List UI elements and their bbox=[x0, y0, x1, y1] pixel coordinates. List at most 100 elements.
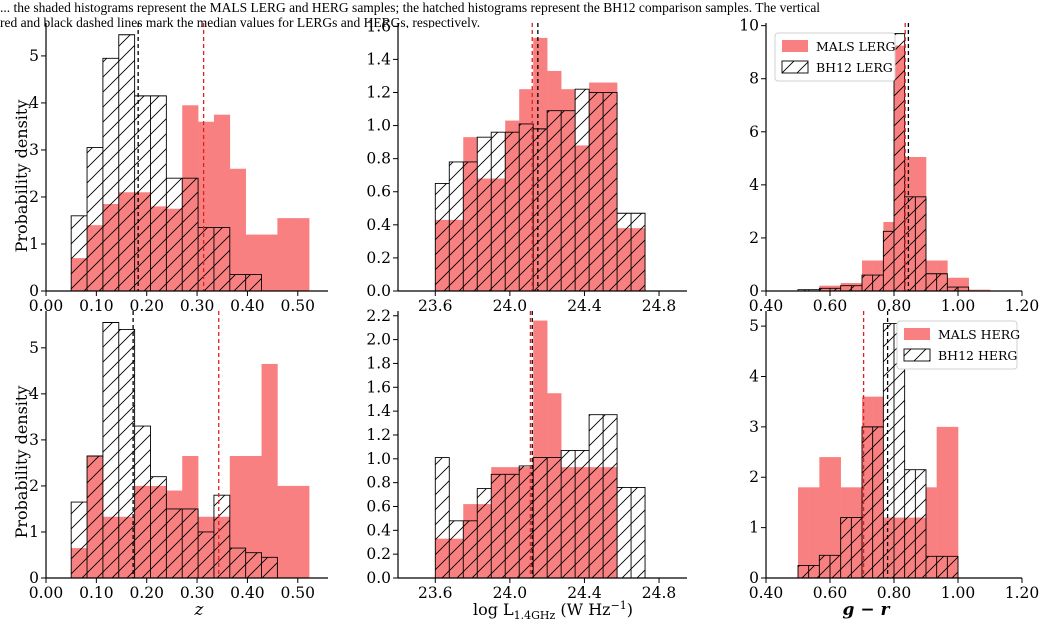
legend-label: MALS HERG bbox=[938, 327, 1020, 342]
bar-mals-lerg bbox=[968, 289, 980, 291]
plot-area-lum-herg bbox=[434, 311, 646, 578]
y-tick-label: 0.6 bbox=[366, 497, 391, 515]
y-tick-label: 2 bbox=[29, 477, 39, 495]
x-axis-label-z-text: z bbox=[194, 600, 205, 620]
x-axis-label-luminosity: log L1.4GHz (W Hz−1) bbox=[473, 599, 633, 622]
x-tick-label: 0.60 bbox=[813, 584, 848, 602]
x-tick-label: 0.80 bbox=[877, 297, 912, 315]
y-tick-label: 0 bbox=[749, 569, 759, 587]
bar-mals-herg bbox=[926, 487, 937, 578]
x-tick-label: 24.4 bbox=[567, 297, 602, 315]
x-label-log: log L bbox=[473, 600, 514, 619]
plot-area-z-herg bbox=[70, 311, 310, 578]
x-label-sup: −1 bbox=[611, 599, 627, 612]
x-tick-label: 0.40 bbox=[230, 584, 265, 602]
y-tick-label: 6 bbox=[749, 123, 759, 141]
bar-mals-lerg bbox=[277, 218, 294, 291]
x-tick-label: 1.20 bbox=[1005, 584, 1040, 602]
panel-lum-lerg: 23.6 24.0 24.4 24.8 0.0 0.2 0.4 0.6 0.8 1.0 1.2 1.4… bbox=[366, 17, 687, 315]
y-tick-label: 0.6 bbox=[366, 183, 391, 201]
x-tick-label: 24.8 bbox=[642, 297, 677, 315]
y-tick-label: 4 bbox=[749, 176, 759, 194]
bar-mals-herg bbox=[819, 457, 831, 578]
y-tick-label: 5 bbox=[29, 339, 39, 357]
y-tick-label: 1.8 bbox=[366, 354, 391, 372]
bar-mals-lerg bbox=[229, 168, 246, 291]
y-tick-label: 2.2 bbox=[366, 307, 391, 325]
x-tick-label: 23.6 bbox=[418, 584, 453, 602]
y-tick-label: 4 bbox=[749, 367, 759, 385]
y-tick-label: 2 bbox=[749, 229, 759, 247]
x-axis-label-z: z bbox=[194, 600, 205, 620]
x-tick-label: 24.0 bbox=[493, 584, 528, 602]
y-tick-label: 4 bbox=[29, 385, 39, 403]
bar-mals-herg bbox=[808, 487, 820, 578]
x-tick-label: 0.20 bbox=[129, 297, 164, 315]
x-tick-label: 0.30 bbox=[180, 297, 215, 315]
y-tick-label: 2 bbox=[749, 468, 759, 486]
y-tick-label: 0.8 bbox=[366, 150, 391, 168]
panel-color-lerg: 0.40 0.60 0.80 1.00 1.20 0 2 4 6 8 10 MALS LERG BH12… bbox=[739, 17, 1039, 315]
x-tick-label: 1.00 bbox=[941, 584, 976, 602]
legend-color-herg: MALS HERG BH12 HERG bbox=[896, 320, 1020, 370]
y-tick-label: 1.2 bbox=[366, 83, 391, 101]
y-tick-label: 1.2 bbox=[366, 426, 391, 444]
bar-mals-herg bbox=[798, 487, 809, 578]
y-tick-label: 1.4 bbox=[366, 50, 391, 68]
x-tick-label: 1.20 bbox=[1005, 297, 1040, 315]
y-tick-label: 0.2 bbox=[366, 545, 391, 563]
plot-area-color-herg bbox=[797, 311, 990, 578]
panel-color-herg: 0.40 0.60 0.80 1.00 1.20 0 1 2 3 4 5 MALS HERG BH12 … bbox=[749, 311, 1040, 602]
x-tick-label: 0.20 bbox=[129, 584, 164, 602]
bar-mals-herg bbox=[229, 456, 246, 578]
y-tick-label: 10 bbox=[739, 17, 759, 35]
x-tick-label: 23.6 bbox=[418, 297, 453, 315]
x-tick-label: 0.50 bbox=[281, 584, 316, 602]
bar-mals-herg bbox=[830, 457, 841, 578]
y-tick-label: 1.0 bbox=[366, 450, 391, 468]
x-tick-label: 0.50 bbox=[281, 297, 316, 315]
step-outline-bh12-herg bbox=[434, 414, 646, 578]
hatch-area-bh12-herg bbox=[71, 322, 310, 578]
bar-mals-lerg bbox=[293, 218, 310, 291]
y-tick-label: 3 bbox=[29, 431, 39, 449]
legend-label: BH12 LERG bbox=[816, 60, 893, 75]
y-tick-label: 4 bbox=[29, 94, 39, 112]
y-tick-label: 1 bbox=[749, 519, 759, 537]
legend-label: BH12 HERG bbox=[938, 348, 1017, 363]
y-tick-label: 0.4 bbox=[366, 216, 391, 234]
x-tick-label: 0.10 bbox=[79, 584, 114, 602]
x-label-g: g bbox=[843, 600, 855, 620]
bar-mals-herg bbox=[245, 456, 262, 578]
x-tick-label: 0.40 bbox=[749, 297, 784, 315]
y-tick-label: 1.4 bbox=[366, 402, 391, 420]
step-outline-bh12-lerg bbox=[797, 33, 990, 291]
x-label-minus: − bbox=[854, 600, 880, 620]
y-axis-label-top: Probability density bbox=[12, 100, 31, 253]
figure-caption: ... the shaded histograms represent the … bbox=[0, 0, 1049, 28]
y-tick-label: 1 bbox=[29, 235, 39, 253]
bar-mals-lerg bbox=[261, 234, 278, 291]
y-tick-label: 0.0 bbox=[366, 569, 391, 587]
x-tick-label: 24.8 bbox=[642, 584, 677, 602]
step-outline-bh12-lerg bbox=[70, 34, 310, 291]
y-tick-label: 1.6 bbox=[366, 17, 391, 35]
plot-area-lum-lerg bbox=[434, 23, 646, 291]
hatch-area-bh12-lerg bbox=[435, 89, 646, 291]
bar-mals-herg bbox=[936, 426, 948, 578]
step-outline-bh12-herg bbox=[797, 323, 990, 578]
x-tick-label: 24.4 bbox=[567, 584, 602, 602]
plot-area-color-lerg bbox=[797, 23, 991, 291]
y-tick-label: 0.0 bbox=[366, 282, 391, 300]
plot-area-z-lerg bbox=[70, 23, 310, 291]
y-axis-label-bottom: Probability density bbox=[12, 386, 31, 539]
x-label-sub: 1.4GHz bbox=[514, 609, 556, 622]
y-tick-label: 2 bbox=[29, 188, 39, 206]
legend-swatch-filled bbox=[904, 328, 930, 340]
x-label-unit-open: (W Hz bbox=[555, 600, 610, 619]
hatch-area-bh12-herg bbox=[435, 414, 646, 578]
y-tick-label: 3 bbox=[749, 418, 759, 436]
x-tick-label: 1.00 bbox=[941, 297, 976, 315]
x-tick-label: 0.30 bbox=[180, 584, 215, 602]
x-tick-label: 24.0 bbox=[493, 297, 528, 315]
